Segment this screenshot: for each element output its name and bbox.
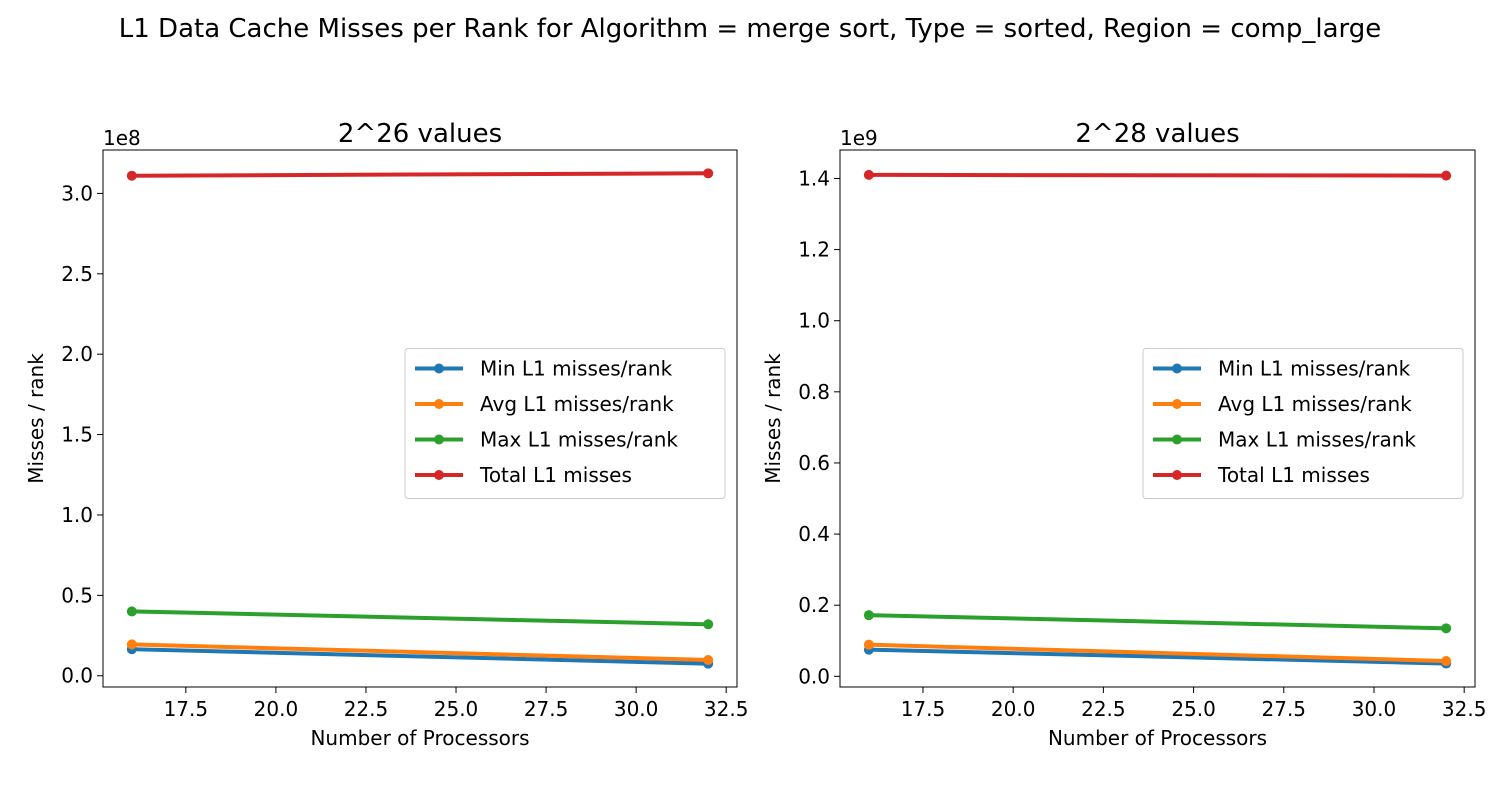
chart-title: 2^28 values [1075,119,1239,149]
x-tick-label: 22.5 [1081,697,1126,721]
x-axis-label: Number of Processors [1048,726,1267,750]
data-point-avg-l1-misses-rank [863,639,874,650]
legend: Min L1 misses/rank Avg L1 misses/rank Max … [404,348,726,499]
legend-box [404,348,726,499]
legend-marker-min-l1-misses-rank [1172,363,1182,374]
data-point-max-l1-misses-rank [126,606,137,617]
y-axis-label: Misses / rank [761,353,785,484]
y-tick-label: 0.5 [61,583,93,607]
legend-marker-avg-l1-misses-rank [434,399,444,409]
data-point-max-l1-misses-rank [863,610,874,621]
legend-marker-max-l1-misses-rank [1172,434,1182,445]
series-line-total-l1-misses [866,172,1449,178]
data-point-total-l1-misses [126,170,137,181]
legend: Min L1 misses/rank Avg L1 misses/rank Max … [1142,348,1464,499]
x-tick-label: 32.5 [1442,697,1487,721]
x-tick-label: 32.5 [704,697,749,721]
y-tick-label: 0.4 [798,522,830,546]
y-tick-label: 0.0 [798,664,830,688]
y-tick-label: 0.6 [798,451,830,475]
x-tick-label: 17.5 [901,697,946,721]
y-tick-label: 1.2 [798,238,830,262]
x-tick-label: 20.0 [991,697,1036,721]
data-point-avg-l1-misses-rank [703,654,714,665]
data-point-max-l1-misses-rank [703,619,714,630]
x-tick-label: 17.5 [164,697,209,721]
x-tick-label: 30.0 [614,697,659,721]
series-line-max-l1-misses-rank [129,609,711,627]
y-offset-label: 1e8 [103,126,141,150]
y-tick-label: 1.4 [798,166,830,190]
data-point-avg-l1-misses-rank [126,639,137,650]
figure-suptitle: L1 Data Cache Misses per Rank for Algori… [119,14,1382,44]
series-line-min-l1-misses-rank [866,647,1449,666]
x-tick-label: 30.0 [1352,697,1397,721]
legend-label-avg-l1-misses-rank: Avg L1 misses/rank [480,392,674,416]
y-tick-label: 1.5 [61,423,93,447]
y-tick-label: 0.0 [61,664,93,688]
x-axis-label: Number of Processors [310,726,529,750]
x-tick-label: 22.5 [344,697,389,721]
y-tick-label: 0.2 [798,593,830,617]
legend-marker-min-l1-misses-rank [434,363,444,374]
series-line-avg-l1-misses-rank [866,642,1449,664]
legend-marker-total-l1-misses [434,470,444,480]
data-point-total-l1-misses [1441,170,1452,181]
series-line-total-l1-misses [129,171,711,178]
y-tick-label: 0.8 [798,380,830,404]
legend-label-max-l1-misses-rank: Max L1 misses/rank [1218,428,1416,452]
y-tick-label: 3.0 [61,181,93,205]
chart-panel-2-28: 17.5 20.0 22.5 25.0 27.5 30.0 32.5 0.0 0.2 0.4 0.6… [761,119,1486,750]
data-point-avg-l1-misses-rank [1441,656,1452,667]
chart-panel-2-26: 17.5 20.0 22.5 25.0 27.5 30.0 32.5 0.0 0.5 1.0 1.5… [24,119,748,750]
x-tick-label: 25.0 [434,697,479,721]
legend-label-avg-l1-misses-rank: Avg L1 misses/rank [1218,392,1412,416]
series-line-avg-l1-misses-rank [129,642,711,663]
y-tick-label: 2.0 [61,342,93,366]
y-tick-label: 1.0 [61,503,93,527]
chart-title: 2^26 values [338,119,502,149]
y-axis-label: Misses / rank [24,353,48,484]
legend-label-min-l1-misses-rank: Min L1 misses/rank [1218,357,1411,381]
legend-label-total-l1-misses: Total L1 misses [479,463,632,487]
legend-label-max-l1-misses-rank: Max L1 misses/rank [480,428,678,452]
axes-frame [102,149,738,688]
x-tick-label: 25.0 [1171,697,1216,721]
series-line-min-l1-misses-rank [129,647,711,666]
legend-label-total-l1-misses: Total L1 misses [1217,463,1370,487]
axes-frame [839,149,1476,688]
data-point-total-l1-misses [703,168,714,179]
legend-marker-avg-l1-misses-rank [1172,399,1182,409]
legend-marker-total-l1-misses [1172,470,1182,480]
data-point-max-l1-misses-rank [1441,623,1452,634]
x-tick-label: 27.5 [524,697,569,721]
legend-box [1142,348,1464,499]
x-tick-label: 20.0 [254,697,299,721]
y-tick-label: 2.5 [61,262,93,286]
y-tick-label: 1.0 [798,309,830,333]
series-line-max-l1-misses-rank [866,613,1449,631]
y-offset-label: 1e9 [840,126,878,150]
legend-marker-max-l1-misses-rank [434,434,444,445]
data-point-total-l1-misses [863,169,874,180]
x-tick-label: 27.5 [1262,697,1307,721]
legend-label-min-l1-misses-rank: Min L1 misses/rank [480,357,673,381]
